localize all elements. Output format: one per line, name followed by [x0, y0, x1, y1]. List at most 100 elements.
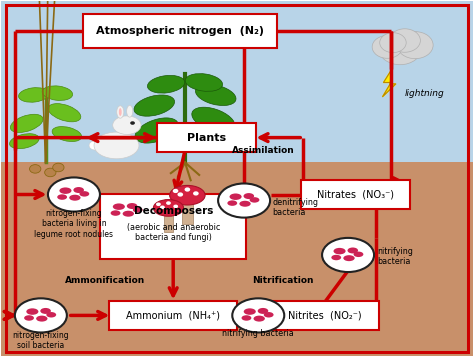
- Ellipse shape: [52, 127, 82, 141]
- Ellipse shape: [15, 298, 67, 332]
- Circle shape: [397, 32, 433, 59]
- Circle shape: [89, 141, 101, 150]
- Ellipse shape: [73, 187, 84, 193]
- Ellipse shape: [127, 203, 137, 209]
- FancyBboxPatch shape: [83, 14, 277, 48]
- Ellipse shape: [264, 312, 273, 317]
- Ellipse shape: [134, 95, 174, 116]
- Text: Atmospheric nitrogen  (N₂): Atmospheric nitrogen (N₂): [96, 26, 264, 36]
- Ellipse shape: [24, 315, 34, 321]
- Circle shape: [193, 191, 199, 196]
- Ellipse shape: [9, 134, 39, 149]
- Text: nitrogen-fixing
bacteria living in
legume root nodules: nitrogen-fixing bacteria living in legum…: [35, 209, 113, 238]
- Ellipse shape: [18, 88, 49, 102]
- Ellipse shape: [195, 84, 236, 106]
- Ellipse shape: [322, 238, 374, 272]
- Ellipse shape: [347, 247, 358, 253]
- Ellipse shape: [108, 197, 147, 224]
- Ellipse shape: [113, 116, 141, 134]
- Text: (aerobic and anaerobic
bacteria and fungi): (aerobic and anaerobic bacteria and fung…: [127, 223, 220, 242]
- Ellipse shape: [239, 201, 251, 207]
- Text: nitrifying
bacteria: nitrifying bacteria: [377, 247, 413, 266]
- Ellipse shape: [80, 191, 89, 197]
- Text: Ammonification: Ammonification: [64, 276, 145, 285]
- Circle shape: [29, 165, 41, 173]
- FancyBboxPatch shape: [100, 193, 246, 260]
- Text: nitrogen-fixing
soil bacteria: nitrogen-fixing soil bacteria: [12, 331, 69, 350]
- Circle shape: [173, 205, 178, 208]
- Ellipse shape: [119, 108, 122, 116]
- Ellipse shape: [154, 200, 183, 216]
- Ellipse shape: [123, 211, 134, 217]
- Ellipse shape: [133, 207, 143, 213]
- Ellipse shape: [36, 316, 47, 322]
- Text: Ammonium  (NH₄⁺): Ammonium (NH₄⁺): [126, 310, 220, 321]
- Text: Plants: Plants: [187, 132, 226, 142]
- Ellipse shape: [147, 75, 185, 93]
- Ellipse shape: [185, 74, 223, 91]
- Ellipse shape: [354, 252, 364, 257]
- Ellipse shape: [343, 255, 355, 261]
- Ellipse shape: [170, 185, 205, 205]
- Ellipse shape: [244, 308, 256, 315]
- Bar: [0, 1, 474, 162]
- FancyBboxPatch shape: [109, 301, 237, 330]
- Ellipse shape: [69, 195, 81, 201]
- Circle shape: [184, 187, 190, 192]
- Ellipse shape: [244, 193, 254, 199]
- Bar: [164, 212, 173, 232]
- Ellipse shape: [48, 177, 100, 212]
- Text: Nitrites  (NO₂⁻): Nitrites (NO₂⁻): [288, 310, 361, 321]
- Circle shape: [45, 168, 56, 177]
- Ellipse shape: [117, 106, 124, 118]
- Ellipse shape: [218, 183, 270, 218]
- Ellipse shape: [229, 193, 242, 200]
- Ellipse shape: [258, 308, 268, 314]
- Circle shape: [173, 189, 178, 193]
- Polygon shape: [383, 69, 396, 97]
- Circle shape: [177, 192, 183, 197]
- Ellipse shape: [27, 308, 38, 315]
- Circle shape: [166, 201, 171, 205]
- Circle shape: [156, 202, 161, 206]
- Ellipse shape: [334, 248, 346, 254]
- Text: Nitrates  (NO₃⁻): Nitrates (NO₃⁻): [317, 190, 393, 200]
- Ellipse shape: [10, 114, 43, 132]
- Text: Nitrification: Nitrification: [253, 276, 314, 285]
- Ellipse shape: [57, 194, 67, 200]
- Ellipse shape: [254, 316, 265, 322]
- Circle shape: [372, 36, 402, 58]
- Ellipse shape: [46, 312, 56, 317]
- Ellipse shape: [110, 210, 120, 216]
- FancyBboxPatch shape: [301, 180, 410, 209]
- Bar: [0, 162, 474, 356]
- Text: denitrifying
bacteria: denitrifying bacteria: [273, 198, 319, 217]
- Ellipse shape: [192, 107, 235, 132]
- Text: nitrifying bacteria: nitrifying bacteria: [222, 330, 294, 338]
- Text: Decomposers: Decomposers: [134, 206, 213, 216]
- Ellipse shape: [250, 197, 259, 203]
- FancyBboxPatch shape: [270, 301, 379, 330]
- Ellipse shape: [331, 255, 341, 260]
- Ellipse shape: [42, 86, 73, 100]
- Circle shape: [380, 33, 406, 52]
- Ellipse shape: [232, 298, 284, 332]
- Circle shape: [130, 121, 135, 125]
- Ellipse shape: [242, 315, 251, 321]
- Ellipse shape: [94, 132, 139, 159]
- Circle shape: [379, 33, 421, 65]
- Circle shape: [53, 163, 64, 172]
- Text: Assimilation: Assimilation: [232, 146, 294, 155]
- Ellipse shape: [135, 118, 178, 143]
- Ellipse shape: [228, 200, 237, 206]
- Ellipse shape: [40, 308, 51, 314]
- Ellipse shape: [59, 187, 72, 194]
- Circle shape: [389, 29, 420, 52]
- FancyBboxPatch shape: [156, 123, 256, 152]
- Text: lightning: lightning: [405, 89, 445, 98]
- Ellipse shape: [48, 104, 81, 122]
- Ellipse shape: [127, 105, 133, 117]
- Ellipse shape: [113, 203, 125, 210]
- Bar: [182, 201, 192, 224]
- Circle shape: [160, 206, 165, 209]
